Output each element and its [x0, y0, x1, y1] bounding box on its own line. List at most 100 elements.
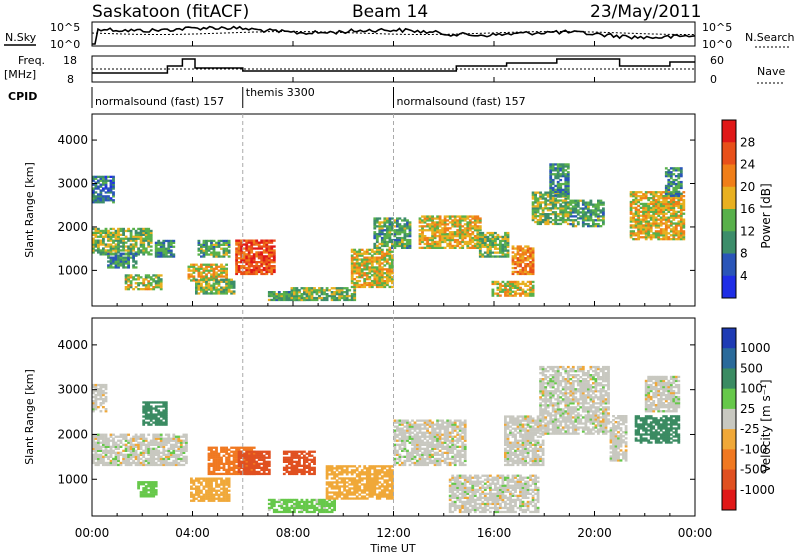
heatmap-cell: [446, 227, 450, 230]
heatmap-cell: [323, 504, 326, 508]
heatmap-cell: [476, 244, 480, 248]
heatmap-cell: [360, 264, 364, 267]
heatmap-cell: [94, 406, 98, 409]
heatmap-cell: [192, 497, 196, 500]
heatmap-cell: [594, 215, 598, 218]
heatmap-cell: [524, 249, 527, 252]
heatmap-cell: [157, 411, 161, 414]
heatmap-cell: [476, 219, 480, 222]
heatmap-cell: [197, 249, 201, 252]
heatmap-cell: [333, 487, 336, 490]
heatmap-cell: [207, 245, 211, 248]
heatmap-cell: [104, 453, 108, 456]
heatmap-cell: [202, 249, 206, 252]
heatmap-cell: [210, 489, 213, 492]
heatmap-cell: [436, 242, 439, 246]
heatmap-cell: [109, 227, 113, 231]
heatmap-cell: [602, 211, 605, 214]
heatmap-cell: [637, 210, 640, 213]
heatmap-cell: [172, 459, 176, 463]
heatmap-cell: [511, 282, 515, 286]
heatmap-cell: [679, 182, 683, 186]
heatmap-cell: [107, 245, 110, 248]
heatmap-cell: [672, 197, 676, 200]
heatmap-cell: [147, 229, 151, 233]
heatmap-cell: [566, 194, 570, 197]
heatmap-cell: [378, 252, 382, 255]
heatmap-cell: [149, 282, 153, 285]
heatmap-cell: [192, 279, 196, 282]
heatmap-cell: [272, 249, 276, 252]
heatmap-cell: [546, 218, 550, 222]
heatmap-cell: [494, 245, 497, 248]
heatmap-cell: [679, 173, 683, 176]
heatmap-cell: [293, 293, 296, 296]
heatmap-cell: [363, 279, 367, 283]
heatmap-cell: [551, 207, 555, 210]
heatmap-cell: [260, 263, 264, 266]
heatmap-cell: [295, 462, 299, 465]
heatmap-cell: [325, 471, 329, 474]
heatmap-cell: [584, 201, 588, 204]
heatmap-cell: [669, 191, 673, 194]
heatmap-cell: [104, 391, 108, 395]
heatmap-cell: [119, 249, 123, 252]
heatmap-cell: [92, 227, 95, 231]
heatmap-cell: [546, 220, 550, 224]
heatmap-cell: [232, 290, 236, 293]
heatmap-cell: [257, 470, 261, 474]
heatmap-cell: [117, 457, 120, 461]
heatmap-cell: [531, 251, 535, 254]
heatmap-cell: [102, 443, 105, 446]
heatmap-cell: [566, 190, 570, 193]
heatmap-cell: [142, 495, 146, 498]
heatmap-cell: [112, 256, 115, 259]
heatmap-cell: [375, 260, 379, 263]
heatmap-cell: [298, 450, 301, 453]
heatmap-cell: [152, 457, 156, 461]
heatmap-cell: [227, 290, 231, 293]
heatmap-cell: [225, 452, 228, 455]
heatmap-cell: [649, 234, 653, 237]
heatmap-cell: [531, 215, 535, 218]
heatmap-cell: [177, 449, 181, 452]
heatmap-cell: [674, 238, 678, 241]
heatmap-cell: [669, 184, 673, 188]
heatmap-cell: [152, 483, 156, 486]
heatmap-cell: [677, 173, 681, 176]
heatmap-cell: [343, 497, 346, 500]
heatmap-cell: [581, 223, 585, 226]
heatmap-cell: [159, 247, 163, 250]
heatmap-cell: [124, 463, 128, 467]
heatmap-cell: [167, 239, 171, 243]
heatmap-cell: [333, 485, 336, 488]
heatmap-cell: [664, 200, 668, 204]
heatmap-cell: [629, 204, 633, 208]
heatmap-cell: [629, 212, 633, 215]
heatmap-cell: [463, 229, 467, 232]
heatmap-cell: [207, 472, 211, 476]
heatmap-cell: [288, 456, 291, 459]
heatmap-cell: [634, 226, 638, 229]
heatmap-cell: [255, 255, 259, 258]
heatmap-cell: [240, 261, 243, 264]
heatmap-cell: [114, 235, 118, 238]
heatmap-cell: [282, 460, 286, 463]
heatmap-cell: [373, 279, 377, 283]
heatmap-cell: [137, 282, 140, 285]
heatmap-cell: [107, 189, 110, 192]
heatmap-cell: [142, 239, 146, 242]
heatmap-cell: [677, 230, 681, 233]
heatmap-cell: [295, 291, 299, 294]
heatmap-cell: [486, 253, 490, 256]
heatmap-cell: [602, 203, 605, 206]
heatmap-cell: [476, 235, 480, 238]
heatmap-cell: [265, 460, 269, 463]
heatmap-cell: [99, 229, 103, 233]
heatmap-cell: [380, 278, 384, 281]
heatmap-cell: [335, 483, 339, 486]
heatmap-cell: [335, 493, 339, 496]
heatmap-cell: [664, 206, 668, 209]
heatmap-cell: [227, 466, 231, 469]
heatmap-cell: [195, 282, 198, 285]
